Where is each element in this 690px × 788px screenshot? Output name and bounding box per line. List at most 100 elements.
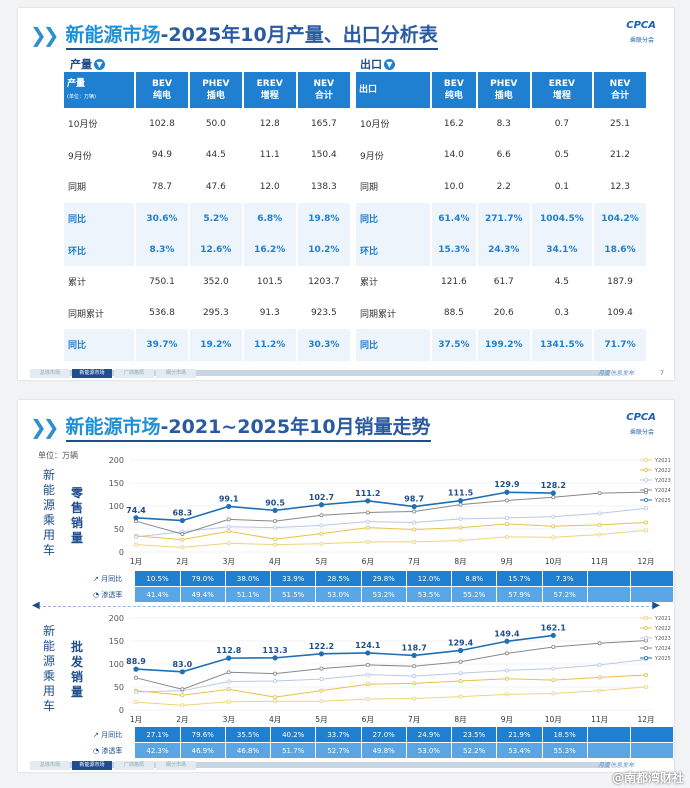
export-cell: 104.2%	[593, 202, 646, 235]
retail-point-Y2021	[319, 541, 324, 546]
wholesale-point-Y2022	[226, 687, 231, 692]
export-cell: 61.4%	[432, 202, 476, 235]
production-row-label: 9月份	[68, 151, 92, 162]
retail-xtick-label: 11月	[591, 557, 608, 566]
wholesale-series-line-Y2025	[135, 634, 554, 673]
production-row: 同比 39.7% 19.2% 11.2% 30.3%	[64, 329, 350, 361]
wholesale-point-Y2024	[504, 651, 509, 656]
wholesale-stats-row-label: 渗透率	[101, 746, 123, 755]
retail-stats-cell: 10.5%	[134, 570, 181, 587]
retail-point-Y2024	[458, 502, 463, 507]
export-cell: 187.9	[607, 276, 633, 287]
retail-stats-cell: 51.5%	[270, 586, 317, 603]
slide1-footer: 总体市场 新能源市场 厂商格局 细分市场 月度信息发布 7	[18, 366, 674, 380]
retail-stats-cell: 12.0%	[405, 570, 453, 587]
wholesale-stats-cell	[586, 742, 631, 759]
wholesale-point-Y2025	[504, 638, 510, 644]
wholesale-point-Y2025	[226, 655, 232, 661]
production-unit: (单位：万辆)	[67, 93, 96, 100]
wholesale-stats-cell: 46.9%	[179, 742, 226, 759]
retail-stats-cell: 8.8%	[451, 570, 498, 587]
retail-point-Y2022	[365, 525, 370, 530]
retail-data-label: 111.5	[448, 489, 474, 498]
retail-point-Y2025	[272, 507, 278, 513]
wholesale-xtick-label: 11月	[591, 715, 608, 724]
footer-tab[interactable]: 新能源市场	[72, 761, 112, 770]
retail-data-label: 102.7	[309, 493, 334, 502]
export-col-header: EREV 增程	[531, 72, 592, 108]
production-cell: 923.5	[310, 308, 337, 319]
footer-tab[interactable]: 细分市场	[156, 369, 196, 378]
retail-point-Y2021	[551, 535, 556, 540]
production-cell: 39.7%	[136, 329, 188, 361]
wholesale-stats-cell: 51.7%	[270, 742, 317, 759]
wholesale-stats-cell: 24.9%	[405, 726, 453, 743]
wholesale-stats-row: ◔ 渗透率 42.3% 46.9% 46.8% 51.7% 52.7% 49.8% 53.0%…	[89, 742, 675, 759]
wholesale-point-Y2021	[597, 688, 602, 693]
footer-tab[interactable]: 细分市场	[156, 761, 196, 770]
wholesale-point-Y2024	[412, 664, 417, 669]
retail-point-Y2024	[412, 509, 417, 514]
footer-tab[interactable]: 厂商格局	[114, 369, 154, 378]
wholesale-stats-cell: 21.9%	[496, 726, 543, 743]
slide1-title: 新能源市场-2025年10月产量、出口分析表	[65, 20, 438, 50]
retail-point-Y2021	[365, 539, 370, 544]
export-cell: 121.6	[440, 276, 467, 287]
production-cell: 11.1	[259, 150, 280, 161]
export-section-header: 出口 ▼	[360, 56, 395, 72]
production-table: 产量 (单位：万辆) BEV 纯电 PHEV 插电 EREV 增程 NEV 合计 10月份 102…	[62, 72, 352, 361]
wholesale-legend-marker	[644, 625, 649, 630]
wholesale-point-Y2023	[319, 677, 324, 682]
footer-tab[interactable]: 总体市场	[30, 369, 70, 378]
export-cell: 199.2%	[477, 329, 530, 361]
export-row-label: 同比	[356, 202, 430, 235]
retail-point-Y2024	[180, 532, 185, 537]
cpca-logo: CPCA 乘联分会	[604, 18, 656, 48]
production-cell: 91.3	[259, 308, 280, 319]
retail-point-Y2021	[597, 532, 602, 537]
retail-ytick-label: 50	[114, 525, 124, 534]
production-cell: 12.6%	[189, 234, 242, 266]
retail-legend-marker	[644, 488, 649, 493]
footer-tab[interactable]: 新能源市场	[72, 369, 112, 378]
retail-stats-cell	[629, 586, 675, 603]
trend-chart-icon: ↗	[93, 574, 102, 583]
retail-stats-cell: 49.4%	[179, 586, 226, 603]
slide2-title: 新能源市场-2021~2025年10月销量走势	[65, 412, 431, 442]
export-cell: 61.7	[493, 276, 514, 287]
production-cell: 10.2%	[297, 234, 350, 266]
wholesale-stats-cell: 33.7%	[315, 726, 362, 743]
retail-stats-cell: 57.9%	[496, 586, 543, 603]
wholesale-xtick-label: 6月	[362, 715, 374, 724]
wholesale-legend-marker	[644, 656, 649, 661]
retail-point-Y2022	[644, 520, 649, 525]
retail-point-Y2025	[457, 498, 464, 504]
slide1-title-rest: -2025年10月产量、出口分析表	[160, 24, 438, 46]
production-row-label: 同比	[64, 329, 134, 361]
wholesale-stats-label-cell: ◔ 渗透率	[89, 742, 136, 759]
retail-data-label: 129.9	[494, 480, 520, 489]
retail-point-Y2022	[504, 521, 509, 526]
production-row: 9月份 94.9 44.5 11.1 150.4	[64, 140, 350, 172]
footer-tab[interactable]: 总体市场	[30, 761, 70, 770]
production-cell: 30.6%	[136, 202, 188, 235]
retail-series-line-Y2025	[135, 491, 554, 522]
retail-legend-label: Y2024	[654, 488, 671, 494]
retail-stats-cell: 79.0%	[179, 570, 226, 587]
wholesale-xtick-label: 10月	[545, 715, 562, 724]
wholesale-point-Y2025	[365, 650, 371, 656]
retail-xtick-label: 4月	[269, 557, 281, 566]
retail-point-Y2021	[180, 545, 185, 550]
footer-tab[interactable]: 厂商格局	[114, 761, 154, 770]
retail-point-Y2021	[273, 542, 278, 547]
wholesale-stats-cell	[586, 726, 631, 743]
retail-point-Y2025	[550, 490, 556, 496]
retail-point-Y2022	[319, 531, 324, 536]
retail-point-Y2022	[551, 524, 556, 529]
export-cell: 34.1%	[531, 234, 592, 266]
wholesale-stats-cell: 46.8%	[224, 742, 272, 759]
retail-stats-cell: 53.5%	[405, 586, 453, 603]
export-cell: 14.0	[443, 150, 464, 161]
retail-xtick-label: 1月	[130, 557, 142, 566]
wholesale-point-Y2025	[457, 647, 464, 654]
